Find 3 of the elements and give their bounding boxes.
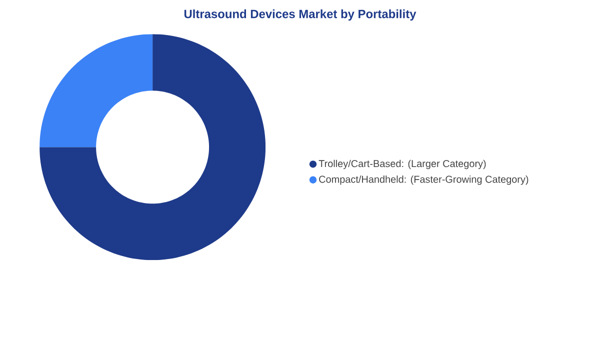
chart-title: Ultrasound Devices Market by Portability: [184, 9, 416, 21]
legend-label: Compact/Handheld: (Faster-Growing Category): [319, 176, 528, 185]
legend-label: Trolley/Cart-Based: (Larger Category): [318, 160, 486, 170]
